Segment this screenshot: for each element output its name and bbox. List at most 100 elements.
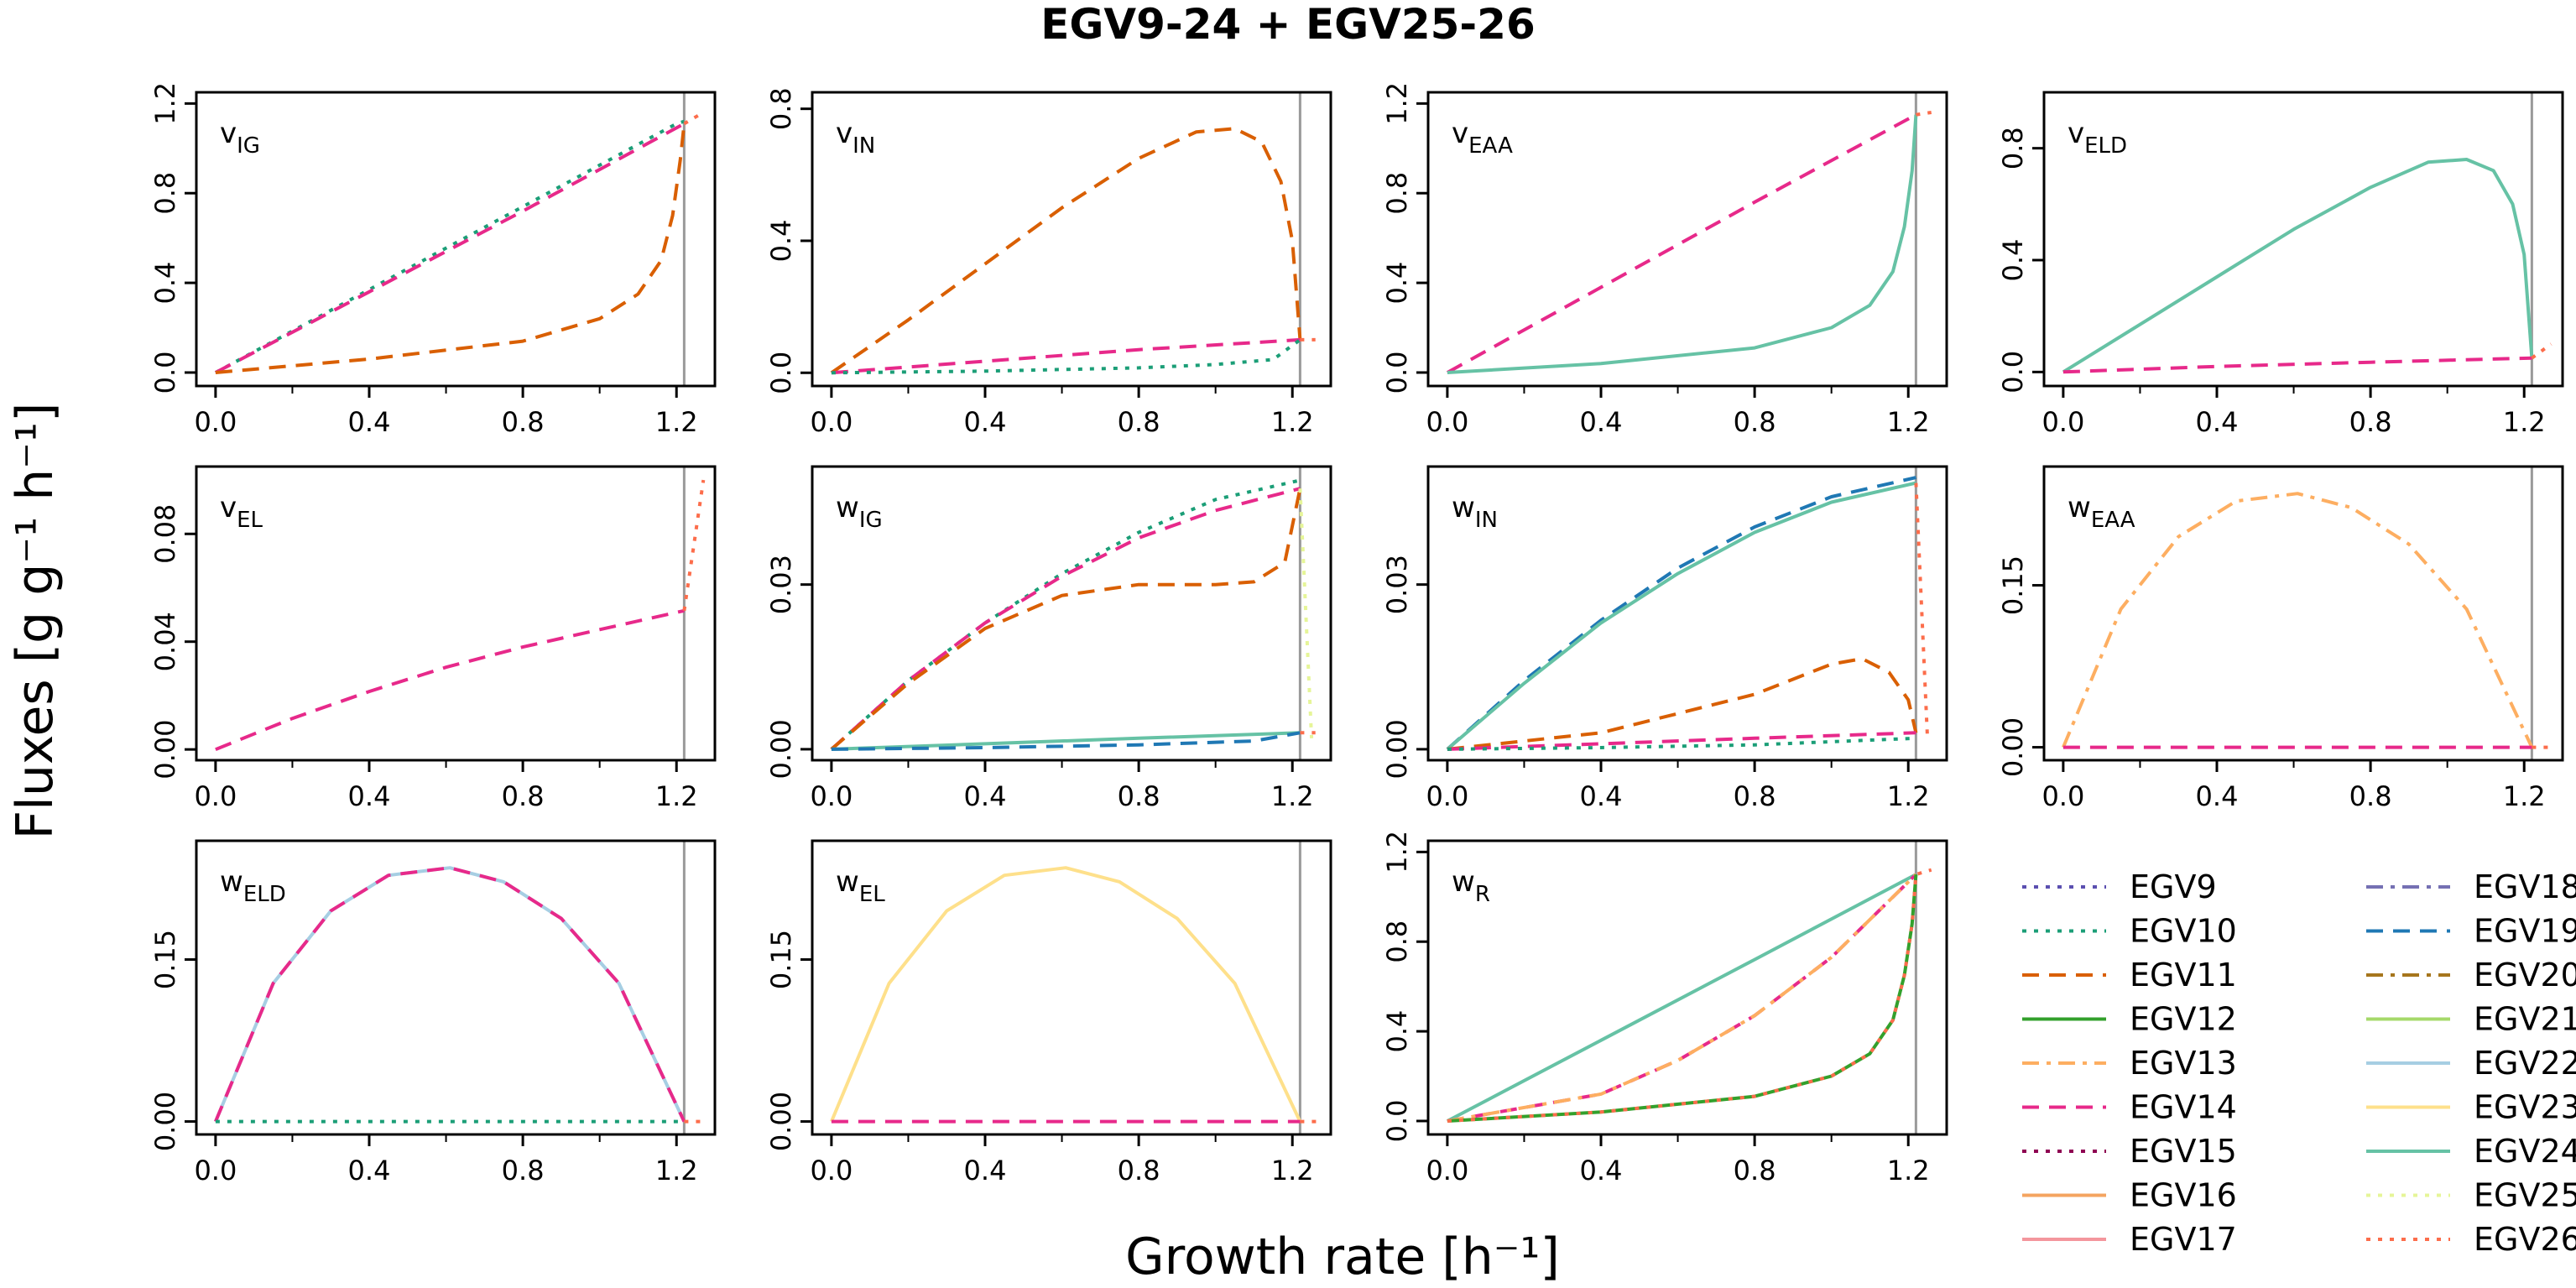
x-tick-label: 1.2	[655, 780, 698, 812]
panel-label: vELD	[2068, 117, 2127, 159]
legend-label: EGV21	[2474, 1001, 2576, 1038]
series-line-egv26	[1914, 482, 1930, 738]
legend-label: EGV17	[2130, 1221, 2237, 1258]
x-tick-label: 0.0	[194, 1155, 237, 1186]
panel-w-in: 0.0 0.4 0.8 1.2 0.00 0.03 wIN	[1381, 465, 1948, 812]
legend-label: EGV23	[2474, 1089, 2576, 1126]
legend-label: EGV14	[2130, 1089, 2237, 1126]
y-tick-label: 1.2	[1381, 82, 1413, 125]
legend-item-egv13: EGV13	[2022, 1045, 2237, 1082]
x-tick-label: 1.2	[1887, 406, 1930, 438]
y-tick-label: 0.0	[149, 352, 181, 394]
y-tick-label: 0.4	[765, 220, 797, 263]
legend-item-egv21: EGV21	[2366, 1001, 2576, 1038]
plot-frame	[2042, 91, 2564, 388]
x-tick-label: 0.4	[1580, 780, 1623, 812]
panel-label: vIN	[836, 117, 875, 159]
panel-w-eaa: 0.0 0.4 0.8 1.2 0.00 0.15 wEAA	[1997, 465, 2564, 812]
x-tick-label: 0.0	[1426, 780, 1468, 812]
x-tick-label: 0.4	[964, 406, 1007, 438]
x-tick-label: 0.8	[502, 406, 545, 438]
legend-label: EGV20	[2474, 957, 2576, 993]
x-tick-label: 0.4	[1580, 1155, 1623, 1186]
x-tick-label: 0.8	[1118, 1155, 1160, 1186]
x-tick-label: 1.2	[1271, 406, 1314, 438]
x-tick-label: 0.0	[810, 780, 853, 812]
x-tick-label: 0.0	[2042, 780, 2084, 812]
panel-label: vEL	[220, 491, 263, 533]
series-line-egv11	[1447, 657, 1918, 751]
y-tick-label: 0.00	[1381, 719, 1413, 779]
y-tick-label: 0.4	[1381, 1010, 1413, 1053]
series-line-egv13	[2062, 492, 2534, 748]
y-tick-label: 0.04	[149, 612, 181, 671]
y-tick-label: 1.2	[1381, 831, 1413, 873]
x-tick-label: 0.0	[810, 406, 853, 438]
x-tick-label: 0.0	[2042, 406, 2084, 438]
x-tick-label: 0.4	[348, 1155, 391, 1186]
series-line-egv19	[831, 731, 1301, 751]
panel-w-r: 0.0 0.4 0.8 1.2 0.0 0.4 0.8 1.2 wR	[1381, 831, 1948, 1186]
legend-label: EGV11	[2130, 957, 2237, 993]
y-tick-label: 0.15	[1997, 555, 2029, 615]
series-line-egv13	[1447, 873, 1917, 1123]
legend-item-egv26: EGV26	[2366, 1221, 2576, 1258]
plot-frame	[811, 839, 1332, 1136]
legend-label: EGV16	[2130, 1177, 2237, 1214]
panel-label: wEL	[836, 865, 885, 907]
series-line-egv11	[830, 127, 1302, 374]
y-tick-label: 0.15	[765, 930, 797, 989]
panel-label: wELD	[220, 865, 286, 907]
panel-label: wR	[1452, 865, 1490, 907]
y-tick-label: 0.0	[1997, 351, 2029, 394]
series-line-egv26	[683, 112, 701, 126]
x-tick-label: 0.8	[1118, 406, 1160, 438]
y-tick-label: 0.08	[149, 504, 181, 564]
panel-v-in: 0.0 0.4 0.8 1.2 0.0 0.4 0.8 vIN	[765, 87, 1332, 438]
y-tick-label: 0.4	[1997, 239, 2029, 282]
legend-label: EGV24	[2474, 1133, 2576, 1170]
y-tick-label: 0.4	[1381, 262, 1413, 305]
legend-label: EGV15	[2130, 1133, 2237, 1170]
plot-frame	[1426, 91, 1948, 388]
legend-label: EGV9	[2130, 868, 2217, 905]
plot-frame	[811, 465, 1332, 762]
plot-frame	[811, 91, 1332, 388]
x-tick-label: 0.0	[810, 1155, 853, 1186]
legend: EGV9 EGV10 EGV11 EGV12 EGV13 EGV14 EGV15 EGV16 E…	[2022, 868, 2576, 1258]
panel-v-eaa: 0.0 0.4 0.8 1.2 0.0 0.4 0.8 1.2 vEAA	[1381, 82, 1948, 438]
legend-item-egv25: EGV25	[2366, 1177, 2576, 1214]
y-tick-label: 0.00	[1997, 717, 2029, 777]
legend-label: EGV26	[2474, 1221, 2576, 1258]
x-tick-label: 0.8	[2349, 406, 2392, 438]
y-tick-label: 0.0	[1381, 1100, 1413, 1143]
legend-item-egv19: EGV19	[2366, 913, 2576, 950]
x-tick-label: 0.8	[1734, 780, 1776, 812]
panel-w-el: 0.0 0.4 0.8 1.2 0.00 0.15 wEL	[765, 839, 1332, 1186]
y-tick-label: 0.8	[765, 87, 797, 130]
y-tick-label: 0.00	[765, 719, 797, 779]
plot-frame	[2042, 465, 2564, 762]
x-tick-label: 0.4	[1580, 406, 1623, 438]
y-tick-label: 0.03	[765, 555, 797, 614]
panel-label: wIN	[1452, 491, 1498, 533]
legend-item-egv10: EGV10	[2022, 913, 2237, 950]
series-line-egv26	[2531, 342, 2553, 360]
legend-label: EGV25	[2474, 1177, 2576, 1214]
panel-w-eld: 0.0 0.4 0.8 1.2 0.00 0.15 wELD	[149, 839, 717, 1186]
y-tick-label: 0.00	[149, 720, 181, 780]
series-line-egv24	[1446, 873, 1917, 1123]
x-tick-label: 1.2	[1271, 1155, 1314, 1186]
x-tick-label: 0.0	[194, 780, 237, 812]
x-tick-label: 0.4	[964, 780, 1007, 812]
x-axis-title: Growth rate [h⁻¹]	[1125, 1228, 1560, 1286]
y-tick-label: 0.0	[765, 352, 797, 394]
legend-item-egv15: EGV15	[2022, 1133, 2237, 1170]
x-tick-label: 1.2	[655, 1155, 698, 1186]
y-tick-label: 0.4	[149, 262, 181, 305]
x-tick-label: 1.2	[1887, 1155, 1930, 1186]
y-tick-label: 1.2	[149, 82, 181, 125]
legend-item-egv20: EGV20	[2366, 957, 2576, 993]
legend-label: EGV12	[2130, 1001, 2237, 1038]
